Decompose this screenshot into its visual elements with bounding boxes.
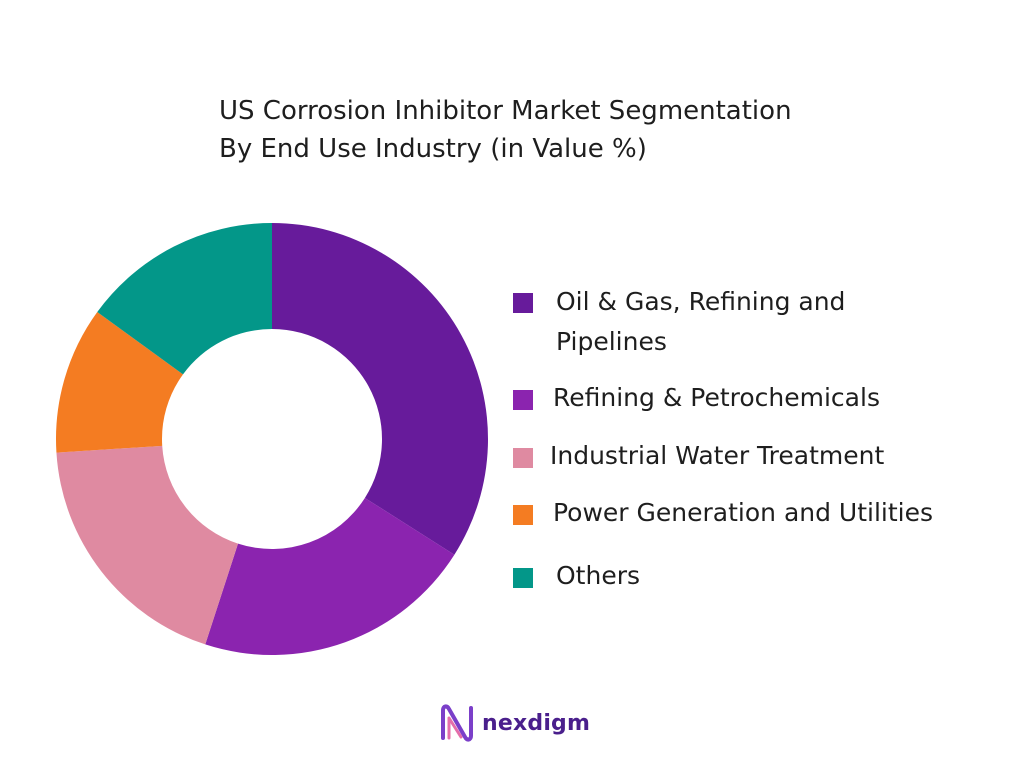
donut-slice-industrial-water-treatment (56, 445, 239, 645)
chart-title: US Corrosion Inhibitor Market Segmentati… (219, 92, 979, 168)
donut-slice-refining-petrochemicals (205, 497, 455, 655)
donut-slice-oil-gas-refining-and-pipelines (272, 223, 488, 555)
brand: nexdigm (440, 703, 590, 743)
chart-title-line-1: US Corrosion Inhibitor Market Segmentati… (219, 96, 792, 126)
nexdigm-logo-icon (441, 704, 473, 742)
donut-slice-power-generation-and-utilities (56, 312, 184, 453)
brand-name: nexdigm (482, 710, 591, 736)
donut-slice-others (97, 223, 273, 375)
chart-title-line-2: By End Use Industry (in Value %) (219, 134, 647, 164)
